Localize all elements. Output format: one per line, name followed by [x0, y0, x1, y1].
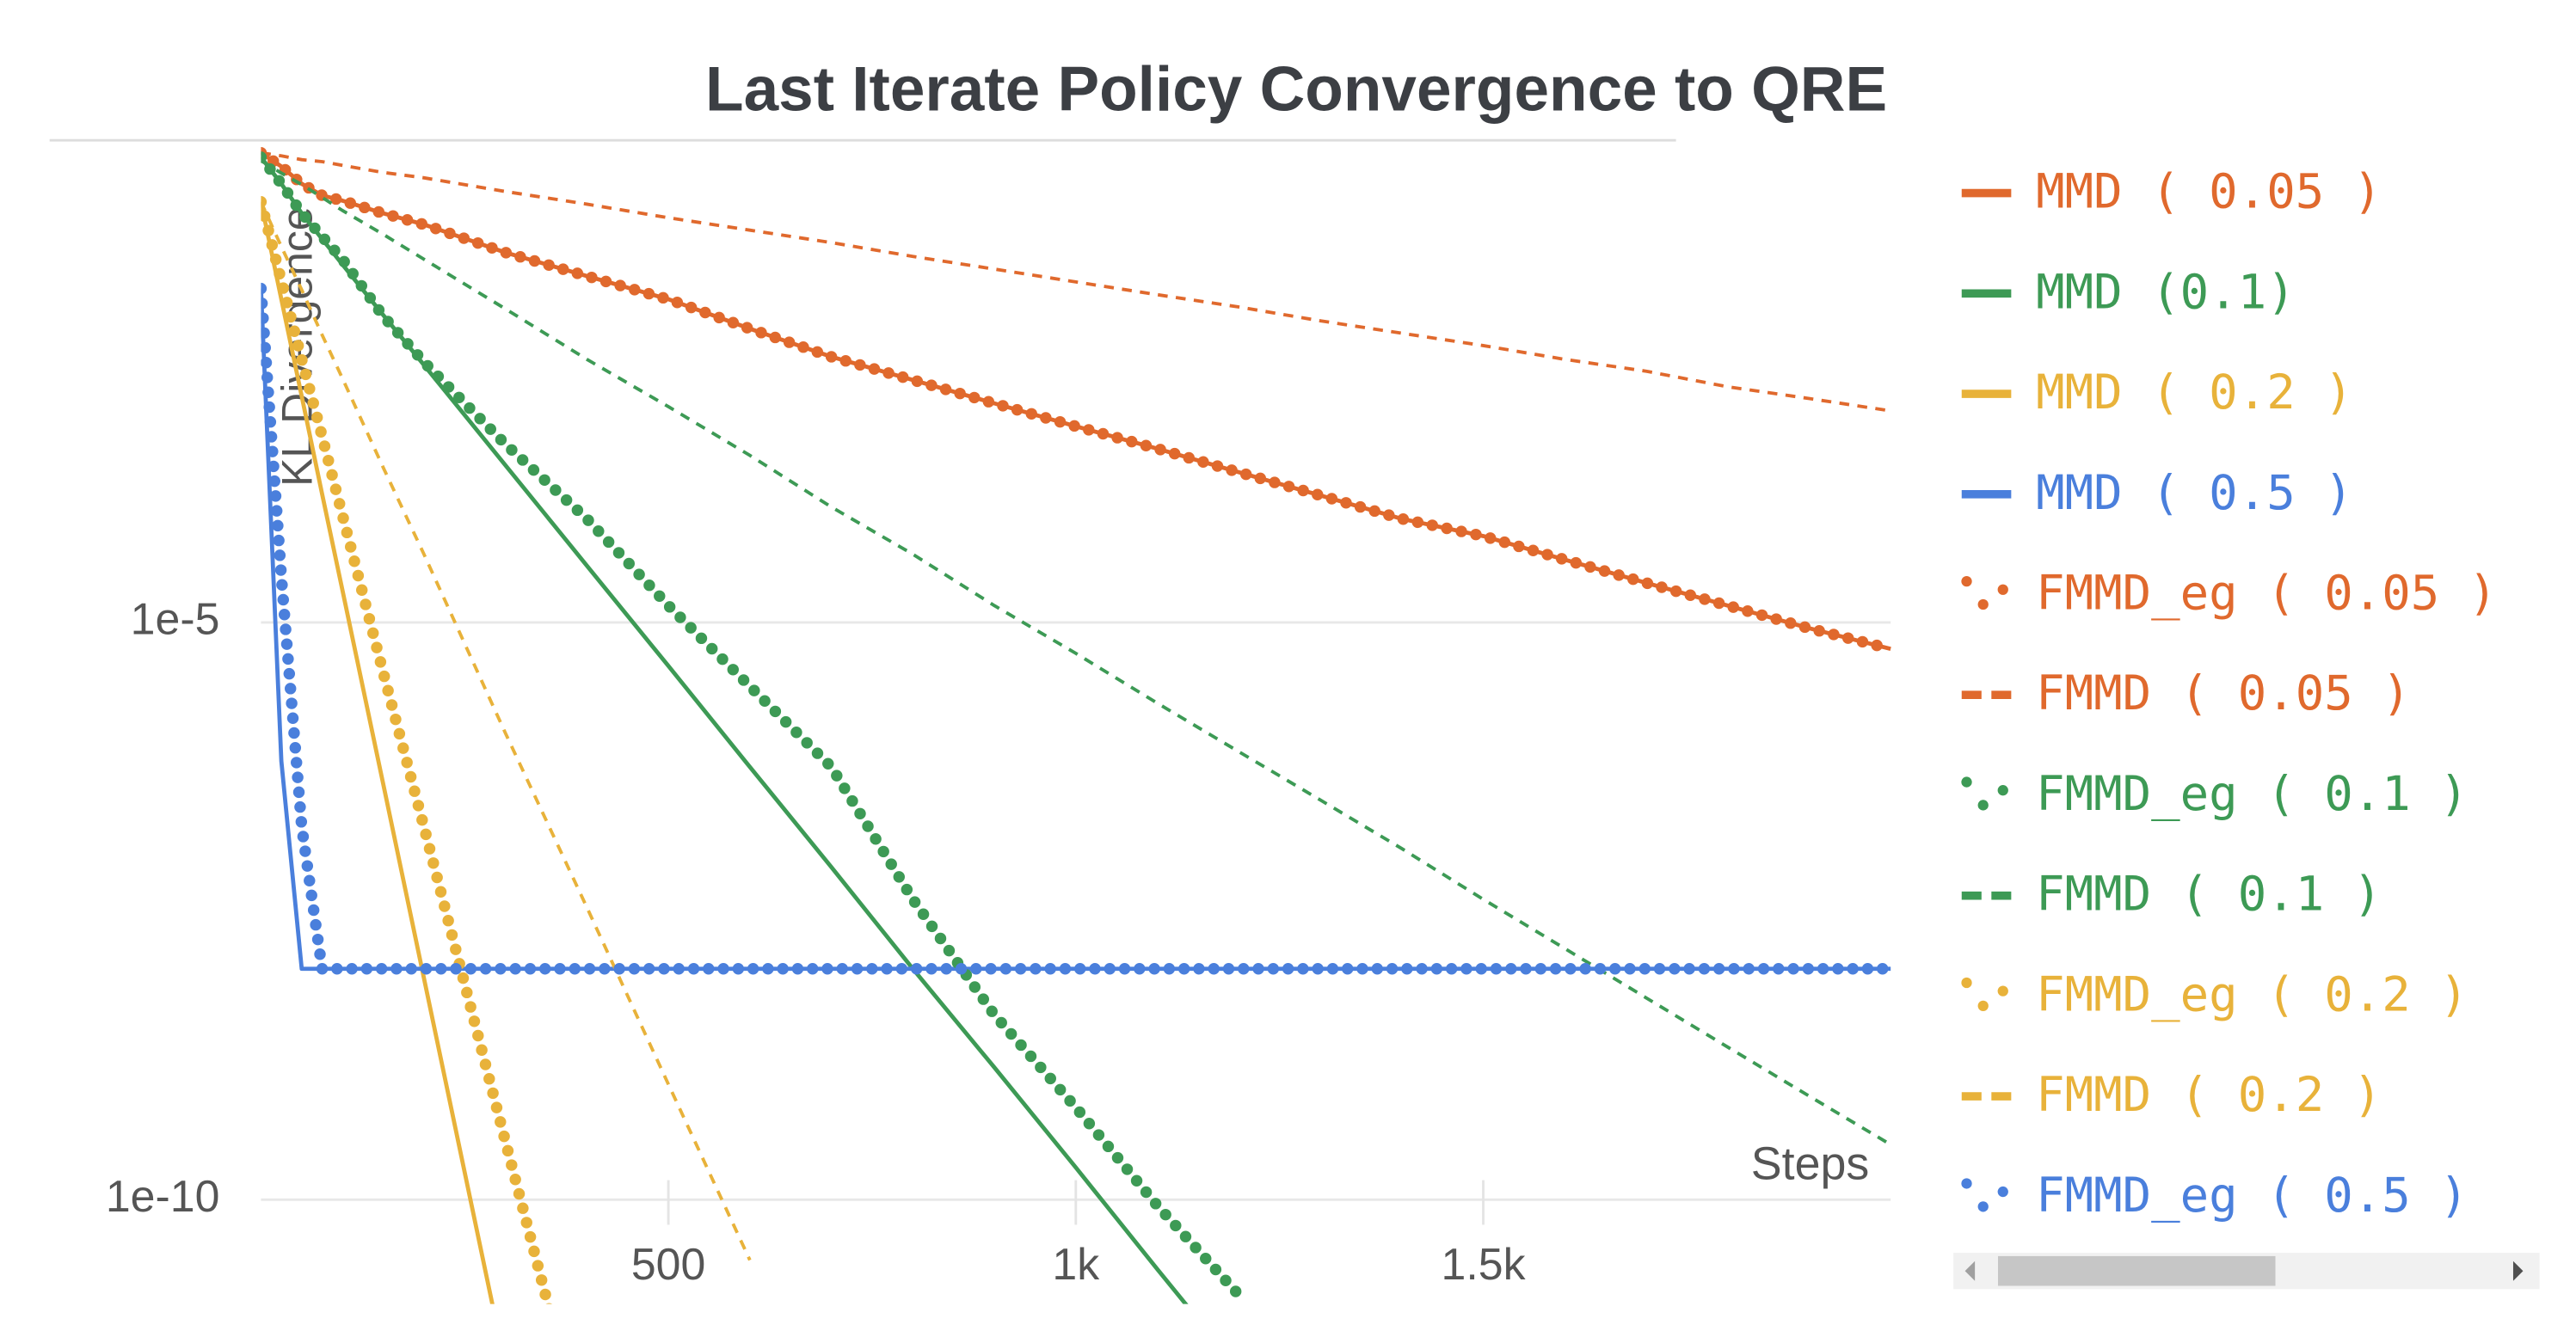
- x-tick-label: 1.5k: [1442, 1239, 1526, 1289]
- legend-label: FMMD_eg ( 0.1 ): [2036, 766, 2468, 822]
- legend-item[interactable]: FMMD_eg ( 0.05 ): [1961, 566, 2497, 622]
- chart-title: Last Iterate Policy Convergence to QRE: [705, 55, 1887, 125]
- legend-swatch: [1997, 785, 2008, 796]
- scroll-thumb[interactable]: [1997, 1255, 2276, 1286]
- legend-item[interactable]: FMMD ( 0.05 ): [1961, 665, 2411, 721]
- legend-swatch: [1977, 598, 1989, 610]
- x-axis-label: Steps: [1751, 1138, 1869, 1189]
- legend-label: FMMD_eg ( 0.05 ): [2036, 566, 2497, 622]
- legend-item[interactable]: MMD (0.1): [1961, 264, 2296, 320]
- legend-label: FMMD ( 0.05 ): [2036, 665, 2411, 721]
- series-line: [261, 201, 495, 1304]
- legend-swatch: [1961, 776, 1972, 788]
- legend-label: MMD ( 0.5 ): [2036, 465, 2353, 521]
- legend-swatch: [1977, 1201, 1989, 1212]
- legend-item[interactable]: FMMD ( 0.2 ): [1961, 1067, 2382, 1123]
- legend-label: FMMD_eg ( 0.5 ): [2036, 1168, 2468, 1224]
- legend-label: FMMD ( 0.2 ): [2036, 1067, 2382, 1123]
- legend-item[interactable]: FMMD_eg ( 0.2 ): [1961, 966, 2468, 1022]
- legend-swatch: [1997, 1186, 2008, 1198]
- legend-item[interactable]: MMD ( 0.05 ): [1961, 164, 2382, 220]
- legend-item[interactable]: FMMD_eg ( 0.5 ): [1961, 1168, 2468, 1224]
- legend-item[interactable]: MMD ( 0.5 ): [1961, 465, 2353, 521]
- grid: 1e-10 1e-5 500 1k 1.5k: [106, 594, 1891, 1289]
- series-line: [261, 288, 1891, 972]
- y-tick-label: 1e-5: [131, 594, 220, 644]
- x-tick-label: 500: [631, 1239, 705, 1289]
- series-line: [261, 150, 1891, 413]
- series-line: [261, 282, 1896, 975]
- series-line: [261, 146, 1896, 655]
- series-line: [261, 151, 1245, 1301]
- legend-label: FMMD ( 0.1 ): [2036, 867, 2382, 923]
- legend-item[interactable]: FMMD_eg ( 0.1 ): [1961, 766, 2468, 822]
- plot-area: [261, 146, 1896, 1304]
- legend-swatch: [1997, 985, 2008, 997]
- legend-label: MMD ( 0.05 ): [2036, 164, 2382, 220]
- legend-swatch: [1977, 800, 1989, 811]
- series-line: [261, 159, 1892, 1146]
- legend-swatch: [1997, 584, 2008, 595]
- series-line: [261, 150, 1891, 652]
- legend-label: FMMD_eg ( 0.2 ): [2036, 966, 2468, 1022]
- legend-swatch: [1961, 575, 1972, 587]
- x-tick-label: 1k: [1052, 1239, 1099, 1289]
- legend-swatch: [1961, 1178, 1972, 1189]
- series-line: [261, 195, 554, 1304]
- legend-item[interactable]: MMD ( 0.2 ): [1961, 365, 2353, 420]
- y-tick-label: 1e-10: [106, 1171, 220, 1221]
- legend-item[interactable]: FMMD ( 0.1 ): [1961, 867, 2382, 923]
- legend-scrollbar[interactable]: [1953, 1253, 2540, 1290]
- series-line: [261, 200, 752, 1261]
- scroll-right[interactable]: [2512, 1260, 2524, 1281]
- legend-swatch: [1977, 1000, 1989, 1012]
- legend-label: MMD ( 0.2 ): [2036, 365, 2353, 420]
- legend-swatch: [1961, 977, 1972, 989]
- legend-label: MMD (0.1): [2036, 264, 2296, 320]
- scroll-left[interactable]: [1964, 1260, 1976, 1281]
- legend[interactable]: MMD ( 0.05 ) MMD (0.1) MMD ( 0.2 ) MMD ( 0.…: [1961, 164, 2497, 1224]
